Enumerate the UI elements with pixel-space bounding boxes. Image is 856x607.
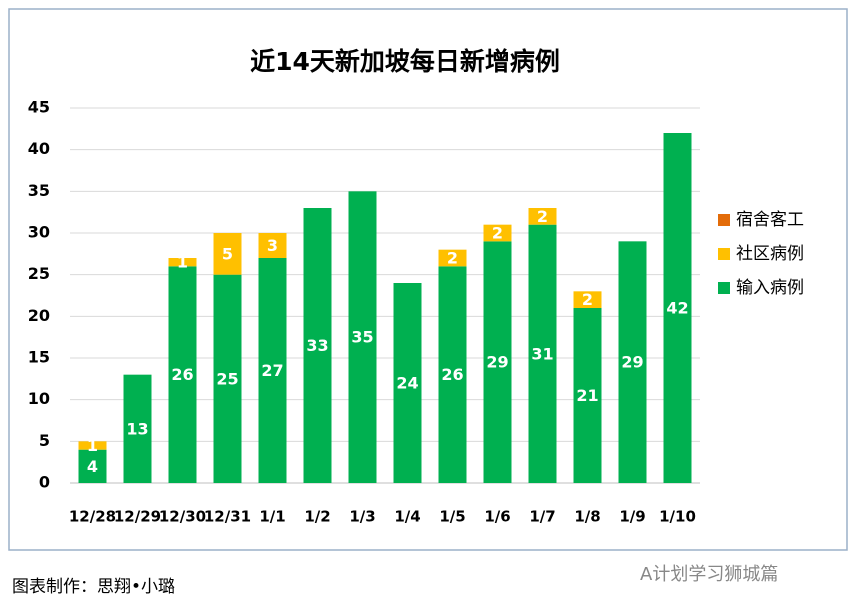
data-label: 5 xyxy=(222,244,233,263)
data-label: 26 xyxy=(441,365,463,384)
bar-segment xyxy=(303,208,332,483)
y-tick-label: 40 xyxy=(28,139,50,158)
data-label: 21 xyxy=(576,386,598,405)
bar-segment xyxy=(78,449,107,483)
x-tick-label: 12/29 xyxy=(114,508,161,526)
legend-swatch xyxy=(718,214,730,226)
bar-segment xyxy=(438,249,467,267)
x-tick-label: 12/30 xyxy=(159,508,206,526)
bar-segment xyxy=(213,274,242,483)
bar-segment xyxy=(528,224,557,483)
bar-segment xyxy=(258,233,287,258)
footer: 图表制作：思翔•小璐 xyxy=(12,577,176,597)
bar-segment xyxy=(438,266,467,483)
bar-segment xyxy=(168,266,197,483)
bar-segment xyxy=(258,258,287,483)
bar-segment xyxy=(663,133,692,483)
data-label: 3 xyxy=(267,236,278,255)
chart-title: 近14天新加坡每日新增病例 xyxy=(250,47,560,76)
bar-segment xyxy=(78,441,107,450)
y-tick-label: 0 xyxy=(39,473,50,492)
legend-swatch xyxy=(718,248,730,260)
y-tick-label: 30 xyxy=(28,223,50,242)
data-label: 26 xyxy=(171,365,193,384)
bar-segment xyxy=(618,241,647,483)
data-label: 1 xyxy=(177,253,188,272)
chart: 近14天新加坡每日新增病例 05101520253035404512/28411… xyxy=(8,8,848,551)
data-label: 42 xyxy=(666,299,688,318)
bar-segment xyxy=(348,191,377,484)
data-label: 29 xyxy=(621,353,643,372)
data-label: 35 xyxy=(351,328,373,347)
bar-segment xyxy=(483,224,512,242)
x-tick-label: 1/9 xyxy=(619,508,645,526)
legend-label: 社区病例 xyxy=(736,244,804,264)
x-tick-label: 1/3 xyxy=(349,508,375,526)
data-label: 4 xyxy=(87,457,98,476)
bar-segment xyxy=(528,208,557,225)
x-tick-label: 1/1 xyxy=(259,508,285,526)
bar-segment xyxy=(483,241,512,483)
data-label: 13 xyxy=(126,419,148,438)
legend-swatch xyxy=(718,282,730,294)
data-label: 27 xyxy=(261,361,283,380)
bar-segment xyxy=(573,291,602,308)
y-tick-label: 35 xyxy=(28,181,50,200)
data-label: 2 xyxy=(582,290,593,309)
bar-segment xyxy=(573,308,602,483)
x-tick-label: 1/8 xyxy=(574,508,600,526)
chart-frame xyxy=(8,8,848,551)
legend-label: 输入病例 xyxy=(736,278,804,298)
x-tick-label: 1/2 xyxy=(304,508,330,526)
data-label: 33 xyxy=(306,336,328,355)
data-label: 24 xyxy=(396,374,418,393)
bar-segment xyxy=(213,233,242,275)
data-label: 2 xyxy=(492,224,503,243)
y-tick-label: 45 xyxy=(28,98,50,117)
y-tick-label: 15 xyxy=(28,348,50,367)
x-tick-label: 1/10 xyxy=(659,508,696,526)
data-label: 31 xyxy=(531,344,553,363)
y-tick-label: 25 xyxy=(28,264,50,283)
bar-segment xyxy=(123,374,152,483)
y-tick-label: 20 xyxy=(28,306,50,325)
x-tick-label: 1/6 xyxy=(484,508,510,526)
legend-label: 宿舍客工 xyxy=(736,210,804,230)
x-tick-label: 1/4 xyxy=(394,508,420,526)
x-tick-label: 1/5 xyxy=(439,508,465,526)
x-tick-label: 1/7 xyxy=(529,508,555,526)
data-label: 29 xyxy=(486,353,508,372)
data-label: 2 xyxy=(447,249,458,268)
data-label: 25 xyxy=(216,369,238,388)
y-tick-label: 10 xyxy=(28,389,50,408)
watermark: A计划学习狮城篇 xyxy=(640,564,779,585)
data-label: 1 xyxy=(87,436,98,455)
data-label: 2 xyxy=(537,207,548,226)
bar-segment xyxy=(168,258,197,267)
x-tick-label: 12/28 xyxy=(69,508,116,526)
y-tick-label: 5 xyxy=(39,431,50,450)
bar-segment xyxy=(393,283,422,483)
x-tick-label: 12/31 xyxy=(204,508,251,526)
